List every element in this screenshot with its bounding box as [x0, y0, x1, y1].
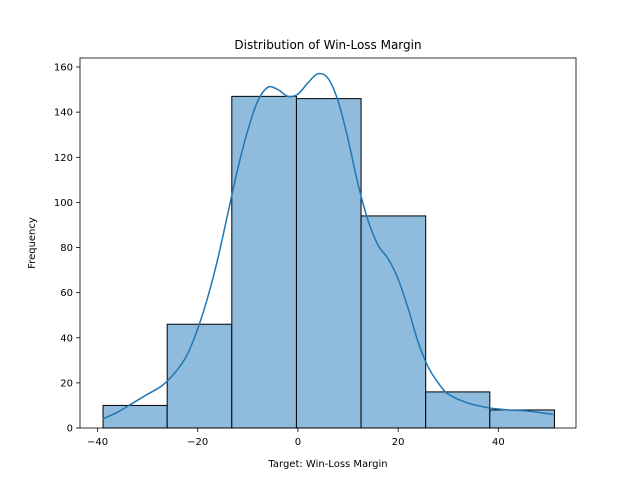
y-tick-label: 100 [54, 198, 73, 209]
histogram-bar [166, 323, 233, 429]
y-axis-ticks: 0 20 40 60 80 100 120 140 160 [54, 63, 80, 435]
histogram-bar [231, 95, 297, 429]
x-tick-label: 40 [492, 437, 505, 448]
x-axis-ticks: −40 −20 0 20 40 [87, 428, 505, 448]
y-tick-label: 80 [60, 243, 73, 254]
x-tick-label: 20 [392, 437, 405, 448]
y-tick-label: 0 [67, 424, 73, 435]
y-tick-label: 140 [54, 108, 73, 119]
plot-frame [79, 57, 577, 429]
histogram-bar [295, 98, 362, 429]
y-axis-label: Frequency [27, 217, 38, 269]
y-tick-label: 20 [60, 378, 73, 389]
y-tick-label: 60 [60, 288, 73, 299]
x-tick-label: 0 [295, 437, 301, 448]
histogram-bar [102, 404, 168, 429]
x-axis-label: Target: Win-Loss Margin [267, 459, 387, 470]
histogram-bar [360, 215, 427, 429]
histogram-bar [425, 391, 491, 429]
chart-title: Distribution of Win-Loss Margin [234, 38, 421, 52]
y-tick-label: 120 [54, 153, 73, 164]
y-tick-label: 160 [54, 63, 73, 74]
x-tick-label: −20 [187, 437, 208, 448]
kde-curve [102, 72, 554, 420]
x-tick-label: −40 [87, 437, 108, 448]
y-tick-label: 40 [60, 333, 73, 344]
